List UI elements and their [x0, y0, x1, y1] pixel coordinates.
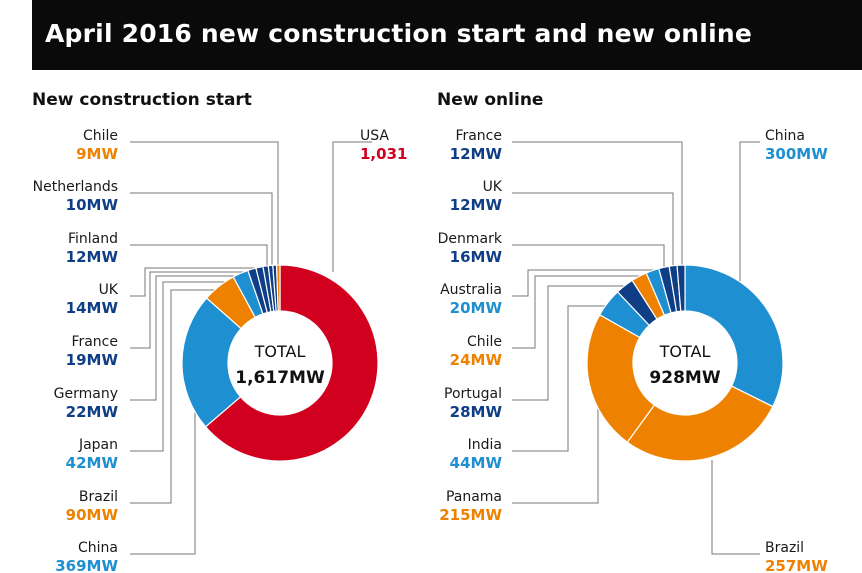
- label-name-online-denmark: Denmark: [438, 231, 503, 247]
- slice-construction-chile: [275, 264, 281, 312]
- slice-online-brazil: [626, 385, 774, 462]
- chart-title-online: New online: [437, 90, 544, 110]
- slice-construction-usa: [204, 264, 379, 462]
- slice-online-france: [676, 264, 686, 312]
- label-name-online-brazil: Brazil: [765, 540, 804, 556]
- label-value-online-denmark: 16MW: [450, 248, 503, 266]
- label-name-construction-brazil: Brazil: [79, 489, 118, 505]
- label-name-online-france: France: [455, 128, 502, 144]
- leader-line-online-australia: [512, 269, 654, 297]
- label-value-online-india: 44MW: [450, 454, 503, 472]
- leader-line-construction-uk: [130, 267, 263, 297]
- label-name-online-china: China: [765, 128, 805, 144]
- center-label-construction: TOTAL: [254, 342, 306, 361]
- label-name-online-portugal: Portugal: [444, 386, 502, 402]
- center-total-online: 928MW: [649, 368, 720, 388]
- label-value-construction-finland: 12MW: [66, 248, 119, 266]
- label-name-construction-uk: UK: [99, 282, 119, 298]
- label-name-construction-germany: Germany: [54, 386, 118, 402]
- label-value-construction-uk: 14MW: [66, 299, 119, 317]
- label-value-online-china: 300MW: [765, 145, 828, 163]
- label-value-construction-france: 19MW: [66, 351, 119, 369]
- slice-online-china: [684, 264, 784, 408]
- slice-online-panama: [586, 313, 656, 444]
- leader-line-construction-usa: [332, 141, 372, 272]
- label-value-construction-brazil: 90MW: [66, 506, 119, 524]
- leader-line-construction-chile: [130, 141, 279, 266]
- label-name-construction-netherlands: Netherlands: [33, 179, 118, 195]
- label-name-construction-finland: Finland: [68, 231, 118, 247]
- label-value-construction-usa: 1,031: [360, 145, 407, 163]
- leader-line-construction-brazil: [130, 289, 222, 504]
- leader-line-online-denmark: [512, 244, 665, 270]
- chart-title-construction: New construction start: [32, 90, 252, 110]
- leader-line-construction-france: [130, 271, 257, 349]
- label-value-construction-chile: 9MW: [76, 145, 118, 163]
- label-name-construction-chile: Chile: [83, 128, 118, 144]
- slice-construction-china: [181, 297, 242, 428]
- label-value-online-australia: 20MW: [450, 299, 503, 317]
- label-value-online-chile: 24MW: [450, 351, 503, 369]
- label-name-online-australia: Australia: [440, 282, 502, 298]
- label-value-construction-netherlands: 10MW: [66, 196, 119, 214]
- label-value-online-portugal: 28MW: [450, 403, 503, 421]
- label-name-online-india: India: [468, 437, 502, 453]
- label-name-construction-japan: Japan: [78, 437, 118, 453]
- label-value-online-panama: 215MW: [439, 506, 502, 524]
- leader-line-online-uk: [512, 192, 674, 268]
- leader-line-construction-netherlands: [130, 192, 273, 266]
- center-label-online: TOTAL: [659, 342, 711, 361]
- leader-line-online-china: [739, 141, 760, 300]
- leader-line-construction-germany: [130, 275, 250, 401]
- label-value-construction-china: 369MW: [55, 557, 118, 573]
- label-value-online-brazil: 257MW: [765, 557, 828, 573]
- label-value-online-france: 12MW: [450, 145, 503, 163]
- leader-line-online-portugal: [512, 285, 632, 401]
- label-value-construction-germany: 22MW: [66, 403, 119, 421]
- label-name-online-chile: Chile: [467, 334, 502, 350]
- label-value-construction-japan: 42MW: [66, 454, 119, 472]
- label-name-construction-usa: USA: [360, 128, 389, 144]
- center-total-construction: 1,617MW: [235, 368, 325, 388]
- leader-line-online-india: [512, 305, 608, 452]
- leader-line-online-brazil: [711, 460, 760, 555]
- leader-line-construction-finland: [130, 244, 268, 266]
- leader-line-online-france: [512, 141, 683, 266]
- label-value-online-uk: 12MW: [450, 196, 503, 214]
- leader-line-online-chile: [512, 275, 645, 349]
- label-name-online-uk: UK: [483, 179, 503, 195]
- leader-line-construction-china: [130, 400, 196, 555]
- label-name-construction-china: China: [78, 540, 118, 556]
- label-name-online-panama: Panama: [446, 489, 502, 505]
- page-title: April 2016 new construction start and ne…: [32, 0, 862, 116]
- leader-line-construction-japan: [130, 281, 238, 452]
- leader-line-online-panama: [512, 395, 599, 504]
- label-name-construction-france: France: [71, 334, 118, 350]
